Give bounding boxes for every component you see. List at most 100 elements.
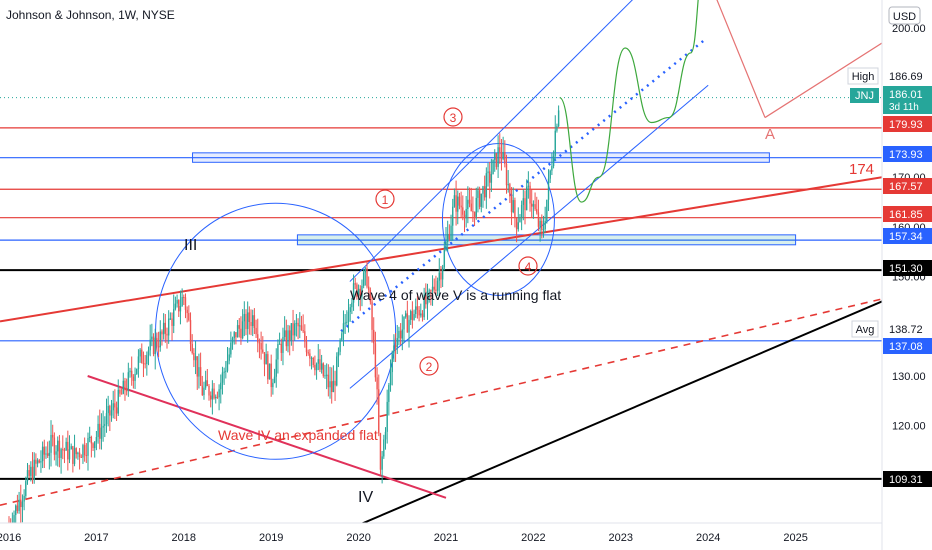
- candle-body: [262, 349, 264, 353]
- candle-body: [403, 316, 405, 330]
- candle-body: [221, 372, 224, 383]
- candle-body: [319, 359, 321, 370]
- candle-body: [183, 296, 185, 298]
- candle-body: [90, 436, 93, 444]
- candle-body: [238, 325, 240, 329]
- currency-button[interactable]: USD: [888, 6, 921, 25]
- time-tick-label: 2025: [783, 532, 807, 544]
- candle-body: [252, 315, 254, 327]
- candle-body: [119, 389, 121, 394]
- candle-body: [26, 470, 29, 482]
- candle-body: [374, 343, 377, 378]
- candle-body: [490, 174, 493, 183]
- candle-body: [95, 436, 98, 442]
- wave-2-marker: 2: [419, 356, 439, 376]
- time-axis[interactable]: 2016 2017 2018 2019 2020 2021 2022 2023 2024 2025: [0, 532, 808, 544]
- candle-body: [193, 352, 195, 361]
- candle-body: [107, 405, 109, 414]
- candle-body: [445, 241, 447, 250]
- wave-1-marker: 1: [375, 189, 395, 209]
- candle-body: [443, 249, 446, 268]
- candle-body: [196, 356, 198, 377]
- candle-body: [13, 515, 15, 523]
- candle-body: [36, 460, 39, 464]
- candle-body: [272, 382, 274, 388]
- wave-III-label: III: [184, 237, 197, 254]
- candle-body: [489, 171, 491, 183]
- candle-body: [554, 130, 556, 156]
- candle-body: [485, 173, 488, 198]
- candle-body: [20, 499, 22, 508]
- price-tag-value: 179.93: [889, 119, 923, 131]
- candle-body: [393, 345, 395, 354]
- svg-text:4: 4: [525, 260, 532, 274]
- candle-body: [211, 388, 214, 400]
- candle-body: [398, 330, 400, 339]
- candle-body: [174, 303, 177, 310]
- candle-body: [122, 380, 124, 394]
- candle-body: [364, 268, 367, 273]
- channel-lower: [349, 84, 709, 389]
- channel-upper: [349, 0, 633, 282]
- price-tag-box: [883, 471, 932, 487]
- candle-body: [218, 389, 220, 398]
- price-tag-box: [883, 228, 932, 244]
- candle-body: [31, 466, 34, 481]
- price-tag-value: 138.72: [889, 324, 923, 336]
- candle-body: [388, 385, 390, 402]
- candle-body: [324, 375, 326, 377]
- time-tick-label: 2019: [259, 532, 283, 544]
- candle-body: [104, 424, 106, 426]
- candle-body: [258, 342, 261, 344]
- candle-body: [280, 343, 282, 353]
- candle-body: [546, 199, 548, 221]
- candle-body: [85, 455, 88, 457]
- candle-body: [299, 325, 301, 327]
- wave4-annotation: Wave 4 of wave V is a running flat: [350, 287, 561, 303]
- candle-body: [534, 204, 536, 210]
- candle-body: [152, 336, 155, 355]
- candle-body: [473, 211, 476, 217]
- candle-body: [72, 446, 74, 464]
- black-trendline: [360, 300, 882, 523]
- price-tag-box: [883, 321, 932, 337]
- candle-body: [88, 436, 91, 438]
- candle-body: [453, 195, 456, 207]
- candle-body: [362, 272, 365, 286]
- candle-body: [502, 152, 504, 159]
- candle-body: [556, 126, 558, 131]
- candle-body: [199, 367, 202, 386]
- candle-body: [231, 338, 234, 343]
- candle-body: [80, 456, 82, 458]
- candle-body: [435, 289, 437, 291]
- level-174-label: 174: [849, 161, 874, 178]
- candle-body: [267, 354, 269, 380]
- candle-body: [515, 217, 518, 230]
- candle-body: [472, 211, 474, 213]
- candle-body: [423, 294, 425, 318]
- resistance-zone: [192, 152, 770, 163]
- candle-body: [198, 367, 200, 377]
- chart-title: Johnson & Johnson, 1W, NYSE: [6, 8, 175, 22]
- candle-body: [292, 323, 294, 336]
- candle-body: [130, 370, 133, 377]
- candle-body: [270, 363, 272, 388]
- candle-body: [78, 452, 81, 457]
- candle-body: [223, 371, 225, 373]
- candle-body: [21, 501, 24, 508]
- candle-body: [186, 309, 188, 314]
- candle-body: [166, 333, 168, 336]
- annotation-layer: [559, 0, 699, 203]
- candle-body: [167, 318, 170, 336]
- candle-body: [245, 313, 247, 330]
- candle-body: [134, 373, 136, 381]
- candle-body: [336, 356, 338, 386]
- candle-body: [100, 427, 103, 439]
- candle-body: [557, 110, 560, 127]
- price-tag-label: High: [852, 71, 875, 83]
- candle-body: [337, 351, 340, 357]
- candle-body: [420, 313, 422, 316]
- time-tick-label: 2021: [434, 532, 458, 544]
- candle-body: [436, 280, 439, 291]
